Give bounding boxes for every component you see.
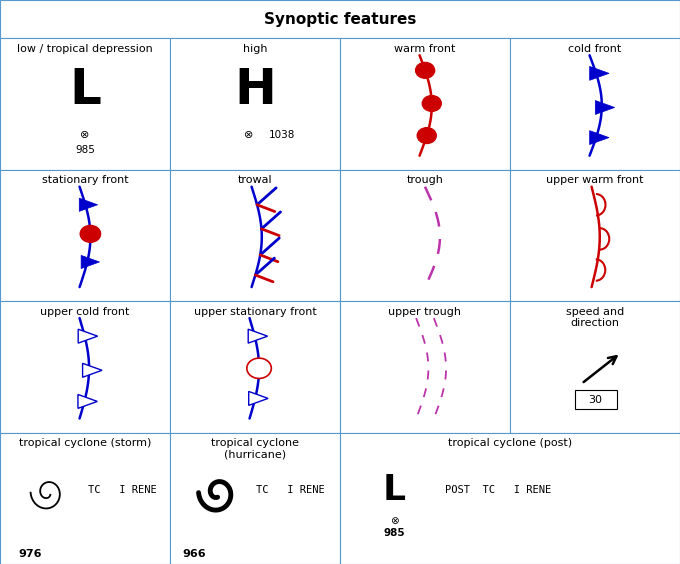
Text: cold front: cold front [568, 44, 622, 54]
Text: low / tropical depression: low / tropical depression [17, 44, 153, 54]
Text: upper trough: upper trough [388, 307, 462, 317]
Polygon shape [590, 131, 609, 144]
Text: 976: 976 [19, 549, 42, 559]
Polygon shape [78, 329, 98, 343]
Bar [170, 170, 340, 301]
Polygon shape [81, 255, 99, 268]
Circle shape [418, 127, 437, 143]
Text: trough: trough [407, 175, 443, 186]
Text: ⊗: ⊗ [80, 130, 90, 140]
Text: tropical cyclone (storm): tropical cyclone (storm) [19, 438, 151, 448]
Bar [170, 38, 340, 170]
Bar [0, 170, 170, 301]
Bar [340, 170, 510, 301]
Polygon shape [249, 391, 268, 406]
Text: tropical cyclone
(hurricane): tropical cyclone (hurricane) [211, 438, 299, 460]
Text: warm front: warm front [394, 44, 456, 54]
Bar [0, 433, 170, 564]
Polygon shape [78, 394, 97, 408]
Text: 30: 30 [589, 395, 602, 404]
Circle shape [422, 95, 441, 111]
Bar [575, 390, 617, 409]
Text: speed and
direction: speed and direction [566, 307, 624, 328]
Bar [0, 301, 170, 433]
Text: 985: 985 [75, 146, 95, 155]
Polygon shape [248, 329, 268, 343]
Text: TC   I RENE: TC I RENE [256, 485, 325, 495]
Bar [340, 38, 510, 170]
Bar [340, 301, 510, 433]
Bar [0, 0, 680, 38]
Polygon shape [595, 100, 615, 114]
Text: ⊗: ⊗ [390, 516, 398, 526]
Text: 985: 985 [384, 528, 405, 538]
Polygon shape [80, 198, 98, 212]
Circle shape [247, 358, 271, 378]
Text: stationary front: stationary front [41, 175, 129, 186]
Text: 1038: 1038 [269, 130, 295, 140]
Text: L: L [69, 66, 101, 114]
Bar [510, 301, 680, 433]
Bar [510, 170, 680, 301]
Circle shape [80, 226, 101, 243]
Text: ⊗: ⊗ [243, 130, 253, 140]
Text: upper cold front: upper cold front [40, 307, 130, 317]
Bar [170, 301, 340, 433]
Text: TC   I RENE: TC I RENE [88, 485, 157, 495]
Bar [0, 38, 170, 170]
Text: upper stationary front: upper stationary front [194, 307, 316, 317]
Bar [170, 433, 340, 564]
Text: Synoptic features: Synoptic features [264, 12, 416, 27]
Text: 966: 966 [182, 549, 205, 559]
Text: POST  TC   I RENE: POST TC I RENE [445, 485, 551, 495]
Text: high: high [243, 44, 267, 54]
Bar [340, 433, 680, 564]
Text: tropical cyclone (post): tropical cyclone (post) [448, 438, 572, 448]
Bar [510, 38, 680, 170]
Polygon shape [590, 67, 609, 80]
Polygon shape [82, 363, 102, 377]
Text: H: H [234, 66, 276, 114]
Text: trowal: trowal [238, 175, 272, 186]
Text: upper warm front: upper warm front [546, 175, 644, 186]
Circle shape [415, 63, 435, 78]
Text: L: L [383, 473, 406, 507]
